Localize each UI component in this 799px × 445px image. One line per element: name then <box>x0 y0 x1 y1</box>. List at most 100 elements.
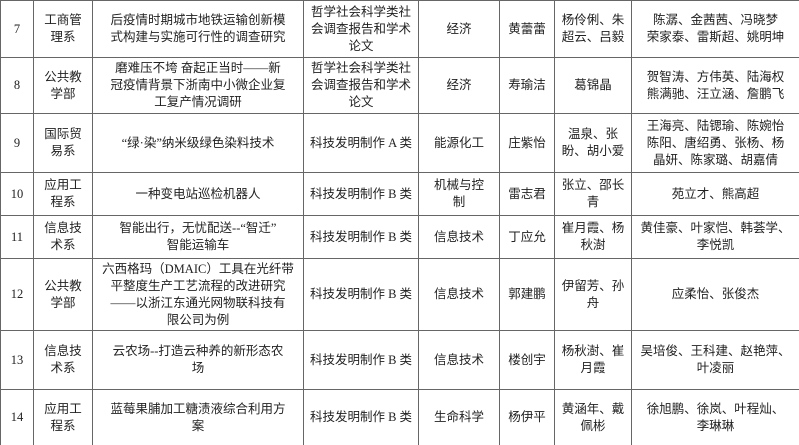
cell-line: 机械与控 <box>433 178 484 192</box>
department: 应用工 程系 <box>33 172 93 216</box>
cell-line: 张立、邵长 <box>561 178 625 192</box>
leader: 丁应允 <box>499 215 555 259</box>
project-title: “绿·染”纳米级绿色染料技术 <box>92 113 304 173</box>
leader: 杨伊平 <box>499 389 555 445</box>
cell-line: 能源化工 <box>433 135 484 150</box>
field: 信息技术 <box>418 258 500 331</box>
leader: 庄紫怡 <box>499 113 555 173</box>
cell-line: 李琳琳 <box>696 418 735 433</box>
cell-line: 智能运输车 <box>166 238 230 252</box>
cell-line: 程系 <box>50 418 76 433</box>
cell-line: 论文 <box>348 38 374 53</box>
department: 应用工 程系 <box>33 389 93 445</box>
cell-line: 后疫情时期城市地铁运输创新模 <box>110 13 286 27</box>
cell-line: 冠疫情背景下浙南中小微企业复 <box>110 78 286 92</box>
cell-line: 程系 <box>50 195 76 209</box>
advisors: 王海亮、陆锶瑜、陈婉怡 陈阳、唐绍勇、张杨、杨 晶妍、陈家璐、胡嘉倩 <box>631 113 799 173</box>
cell-line: 公共教 <box>44 69 82 84</box>
cell-line: 舟 <box>586 295 600 310</box>
cell-line: 科技发明制作 B 类 <box>309 229 413 244</box>
category: 科技发明制作 B 类 <box>303 215 419 259</box>
cell-line: 陈阳、唐绍勇、张杨、杨 <box>646 135 785 150</box>
cell-line: 六西格玛（DMAIC）工具在光纤带 <box>102 261 294 276</box>
category: 科技发明制作 B 类 <box>303 330 419 390</box>
cell-line: 经济 <box>446 78 472 92</box>
project-title: 后疫情时期城市地铁运输创新模 式构建与实施可行性的调查研究 <box>92 0 304 58</box>
cell-line: 科技发明制作 A 类 <box>309 135 413 150</box>
cell-line: 场 <box>191 361 205 375</box>
table-row: 14 应用工 程系 蓝莓果脯加工糖渍液综合利用方案科技发明制作 B 类生命科学 杨伊平黄… <box>0 389 799 445</box>
cell-line: 案 <box>191 418 205 433</box>
cell-line: 寿瑜洁 <box>508 78 546 92</box>
cell-line: 科技发明制作 B 类 <box>309 352 413 367</box>
cell-line: 黄涵年、戴 <box>561 401 625 416</box>
cell-line: 生命科学 <box>433 410 484 424</box>
cell-line: 论文 <box>348 95 374 109</box>
field: 机械与控制 <box>418 172 500 216</box>
cell-line: 杨伶俐、朱 <box>561 13 625 27</box>
cell-line: 术系 <box>50 361 76 375</box>
row-number: 11 <box>0 215 34 259</box>
cell-line: 云农场--打造云种养的新形态农 <box>112 344 284 358</box>
cell-line: 信息技 <box>44 221 82 235</box>
table-row: 12 公共教 学部 六西格玛（DMAIC）工具在光纤带 平整度生产工艺流程的改进研究 ——… <box>0 258 799 331</box>
cell-line: 吴培俊、王科建、赵艳萍、 <box>640 344 791 358</box>
cell-line: 应用工 <box>44 178 82 192</box>
members: 杨秋澍、崔 月霞 <box>554 330 632 390</box>
category: 科技发明制作 B 类 <box>303 172 419 216</box>
cell-line: 工商管 <box>44 13 82 27</box>
row-number: 8 <box>0 57 34 114</box>
members: 伊留芳、孙舟 <box>554 258 632 331</box>
advisors: 黄佳豪、叶家恺、韩荟学、 李悦凯 <box>631 215 799 259</box>
cell-line: 杨秋澍、崔 <box>561 344 625 358</box>
department: 信息技 术系 <box>33 330 93 390</box>
department: 公共教 学部 <box>33 258 93 331</box>
field: 经济 <box>418 0 500 58</box>
leader: 黄蕾蕾 <box>499 0 555 58</box>
cell-line: 科技发明制作 B 类 <box>309 186 413 201</box>
cell-line: 哲学社会科学类社 <box>310 61 411 75</box>
cell-line: 应用工 <box>44 401 82 416</box>
cell-line: 术系 <box>50 238 76 252</box>
cell-line: 秋澍 <box>580 238 606 252</box>
field: 信息技术 <box>418 330 500 390</box>
project-title: 蓝莓果脯加工糖渍液综合利用方案 <box>92 389 304 445</box>
cell-line: 磨难压不垮 奋起正当时——新 <box>115 61 281 75</box>
cell-line: 贺智涛、方伟英、陆海权 <box>646 69 785 84</box>
cell-line: 易系 <box>50 144 76 158</box>
advisors: 徐旭鹏、徐岚、叶程灿、 李琳琳 <box>631 389 799 445</box>
cell-line: 叶凌丽 <box>696 361 735 375</box>
advisors: 陈潺、金茜茜、冯晓梦 荣家泰、雷斯超、姚明坤 <box>631 0 799 58</box>
category: 科技发明制作 A 类 <box>303 113 419 173</box>
cell-line: 蓝莓果脯加工糖渍液综合利用方 <box>110 401 286 416</box>
advisors: 苑立才、熊高超 <box>631 172 799 216</box>
category: 科技发明制作 B 类 <box>303 389 419 445</box>
cell-line: 盼、胡小爱 <box>561 144 625 158</box>
cell-line: 科技发明制作 B 类 <box>309 410 413 424</box>
cell-line: 学部 <box>50 295 76 310</box>
department: 信息技 术系 <box>33 215 93 259</box>
cell-line: 杨伊平 <box>508 410 546 424</box>
row-number: 9 <box>0 113 34 173</box>
field: 信息技术 <box>418 215 500 259</box>
cell-line: 温泉、张 <box>567 127 618 141</box>
cell-line: 熊满驰、汪立涵、詹鹏飞 <box>646 86 785 101</box>
cell-line: 黄蕾蕾 <box>508 21 546 36</box>
leader: 楼创宇 <box>499 330 555 390</box>
table-row: 7 工商管 理系 后疫情时期城市地铁运输创新模 式构建与实施可行性的调查研究 哲学社会科学… <box>0 0 799 58</box>
project-title: 云农场--打造云种养的新形态农场 <box>92 330 304 390</box>
cell-line: 哲学社会科学类社 <box>310 4 411 19</box>
table-row: 13 信息技 术系 云农场--打造云种养的新形态农场科技发明制作 B 类信息技术 楼创宇… <box>0 330 799 390</box>
cell-line: 科技发明制作 B 类 <box>309 287 413 301</box>
cell-line: 智能出行，无忧配送--“智迁” <box>119 221 277 235</box>
cell-line: 月霞 <box>580 361 606 375</box>
advisors: 贺智涛、方伟英、陆海权 熊满驰、汪立涵、詹鹏飞 <box>631 57 799 114</box>
cell-line: 应柔怡、张俊杰 <box>671 287 760 301</box>
cell-line: 式构建与实施可行性的调查研究 <box>110 30 286 44</box>
category: 哲学社会科学类社 会调查报告和学术 论文 <box>303 57 419 114</box>
cell-line: 会调查报告和学术 <box>310 21 411 36</box>
cell-line: 理系 <box>50 30 76 44</box>
project-title: 六西格玛（DMAIC）工具在光纤带 平整度生产工艺流程的改进研究 ——以浙江东通光网… <box>92 258 304 331</box>
